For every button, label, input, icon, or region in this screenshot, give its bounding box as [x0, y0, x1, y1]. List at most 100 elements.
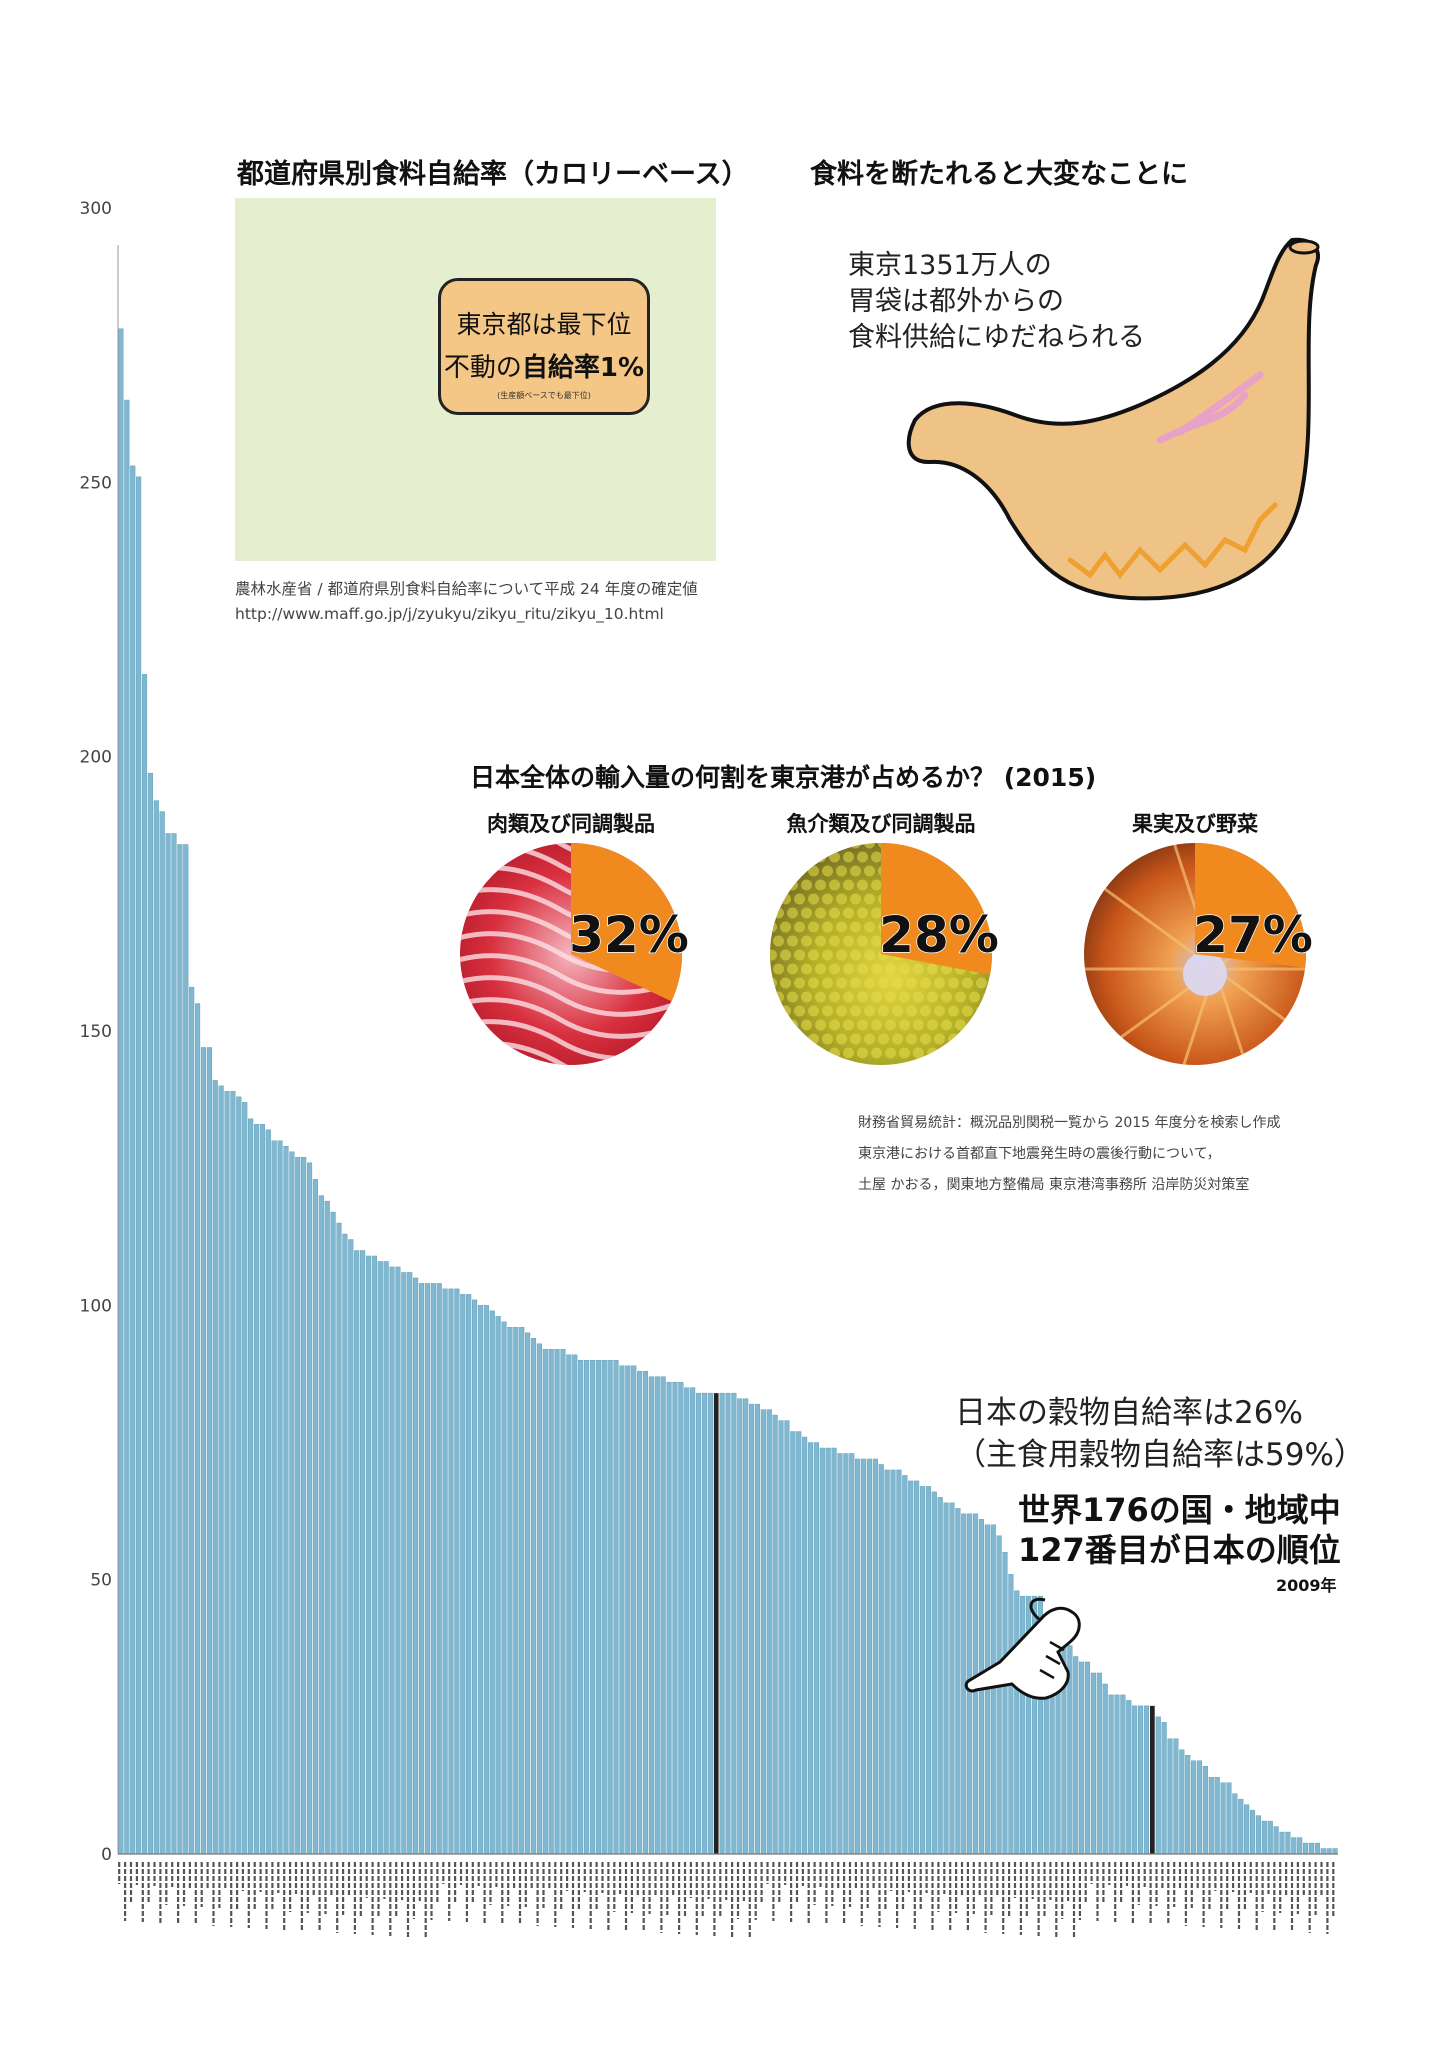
bar	[807, 1442, 814, 1855]
bar	[560, 1349, 566, 1855]
bar	[1255, 1815, 1261, 1855]
bar	[183, 844, 189, 1855]
inset-source-line2: http://www.maff.go.jp/j/zyukyu/zikyu_rit…	[235, 605, 664, 623]
bar	[784, 1420, 790, 1855]
bar	[1244, 1804, 1250, 1855]
bar	[725, 1392, 731, 1855]
bar	[625, 1365, 631, 1855]
bar	[1014, 1590, 1020, 1855]
pie-percent-label: 27%	[1193, 906, 1313, 964]
pie-slice	[571, 843, 683, 1002]
bar	[413, 1277, 419, 1855]
bar	[931, 1491, 937, 1855]
bar	[1126, 1700, 1132, 1855]
pie-percent-label: 32%	[569, 906, 689, 964]
tokyo-text-line3: 食料供給にゆだねられる	[848, 322, 1145, 353]
bar	[271, 1140, 277, 1855]
pie-slice	[1195, 843, 1306, 968]
bar	[330, 1211, 336, 1855]
bar	[1308, 1842, 1315, 1855]
bar	[1079, 1661, 1085, 1855]
y-tick-label: 0	[101, 1845, 112, 1865]
bar	[1261, 1820, 1267, 1855]
bar	[678, 1381, 684, 1855]
bar	[159, 811, 165, 1855]
bar	[360, 1250, 366, 1855]
pie-fish-roe: 28%	[770, 843, 1000, 1065]
y-tick-label: 100	[80, 1296, 112, 1316]
bar	[289, 1151, 295, 1855]
y-axis: 0 50 100 150 200 250 300	[80, 199, 119, 1865]
bar	[749, 1403, 755, 1855]
bar	[460, 1294, 466, 1855]
bar	[230, 1091, 236, 1855]
bar	[312, 1178, 318, 1855]
bar	[690, 1387, 696, 1855]
bar	[996, 1535, 1002, 1855]
bar	[1267, 1820, 1273, 1855]
bar	[937, 1497, 943, 1855]
bar	[1137, 1705, 1144, 1855]
bar	[1155, 1716, 1161, 1855]
bar	[136, 476, 142, 1855]
bar	[1179, 1749, 1185, 1855]
bar	[548, 1349, 554, 1855]
bar	[1120, 1694, 1126, 1855]
bar	[1161, 1722, 1167, 1855]
bar	[501, 1321, 507, 1855]
bar	[442, 1288, 448, 1855]
bar-highlighted	[713, 1393, 719, 1854]
bar	[1273, 1826, 1279, 1855]
bar	[1214, 1776, 1220, 1855]
bar	[277, 1140, 283, 1855]
bar	[124, 399, 130, 1855]
bar	[418, 1283, 425, 1855]
bar	[813, 1442, 819, 1855]
bar	[684, 1387, 690, 1855]
bar	[1084, 1661, 1091, 1855]
bar	[601, 1359, 607, 1855]
bar	[914, 1480, 920, 1855]
bar	[619, 1365, 625, 1855]
bar	[483, 1305, 489, 1855]
rank-line1: 世界176の国・地域中	[1018, 1491, 1341, 1529]
bar	[507, 1327, 513, 1855]
bar	[171, 833, 177, 1855]
x-axis	[118, 1853, 1338, 1938]
bar	[389, 1266, 395, 1855]
bar	[949, 1502, 955, 1855]
bar	[1232, 1793, 1238, 1855]
bar	[265, 1129, 271, 1855]
bar	[536, 1343, 542, 1855]
bar	[589, 1359, 596, 1855]
pie-meat: 32%	[460, 843, 690, 1065]
bar	[1279, 1831, 1285, 1855]
bar	[578, 1359, 584, 1855]
bar	[1143, 1705, 1150, 1855]
bar	[259, 1124, 265, 1855]
y-tick-label: 250	[80, 473, 112, 493]
bar	[654, 1376, 660, 1855]
bar	[819, 1447, 825, 1855]
bar	[1002, 1552, 1008, 1855]
bar	[401, 1272, 407, 1855]
grain-year: 2009年	[1276, 1576, 1337, 1595]
bar	[342, 1233, 348, 1855]
bar	[1102, 1683, 1108, 1855]
bar	[377, 1261, 383, 1855]
bar	[607, 1359, 613, 1855]
bar	[407, 1272, 413, 1855]
bar	[572, 1354, 578, 1855]
bar	[324, 1200, 330, 1855]
pie-source-line1: 財務省貿易統計：概況品別関税一覧から 2015 年度分を検索し作成	[858, 1115, 1281, 1131]
bar	[955, 1508, 961, 1855]
inset-source-line1: 農林水産省 / 都道府県別食料自給率について平成 24 年度の確定値	[235, 580, 698, 598]
bar	[884, 1469, 890, 1855]
bar	[218, 1085, 224, 1855]
bar	[165, 833, 171, 1855]
bar	[1196, 1760, 1203, 1855]
bar	[513, 1327, 519, 1855]
bar	[253, 1124, 260, 1855]
bar	[1332, 1848, 1338, 1855]
pointing-hand-icon	[964, 1597, 1081, 1700]
